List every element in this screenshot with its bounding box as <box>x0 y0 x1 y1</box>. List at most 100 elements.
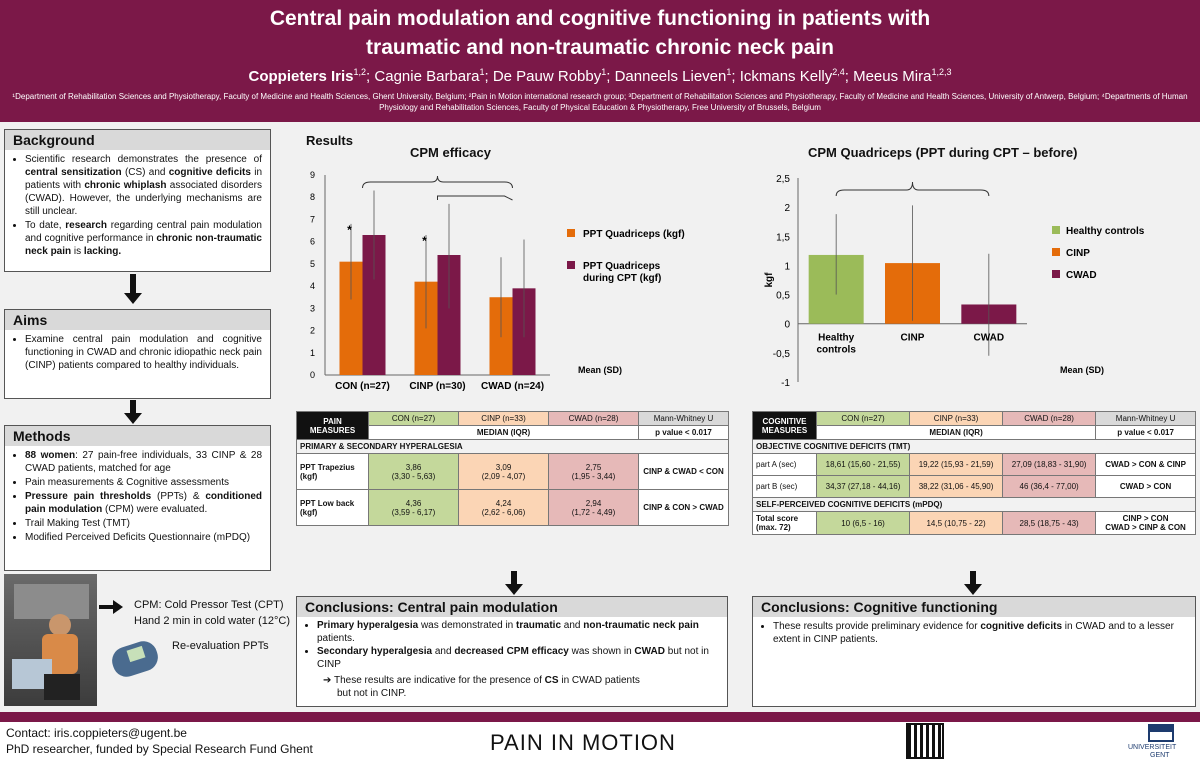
poster-footer: Contact: iris.coppieters@ugent.be PhD re… <box>0 722 1200 759</box>
bar <box>339 261 363 375</box>
cog-section1-label: OBJECTIVE COGNITIVE DEFICITS (TMT) <box>752 439 1196 454</box>
y-tick-label: 2 <box>310 326 315 336</box>
author-name: Meeus Mira <box>853 68 932 85</box>
conclusion-pain-bullet-1: Primary hyperalgesia was demonstrated in… <box>317 620 719 645</box>
chart1-title: CPM efficacy <box>410 145 491 160</box>
title-line-2: traumatic and non-traumatic chronic neck… <box>366 36 834 59</box>
cold-pressor-photo <box>4 574 97 706</box>
legend-label: PPT Quadriceps (kgf) <box>583 229 685 240</box>
author-separator: ; <box>731 68 740 85</box>
cell-iqr: (2,62 - 6,06) <box>481 507 526 517</box>
cell-cwad: 28,5 (18,75 - 43) <box>1002 511 1097 535</box>
y-tick-label: -1 <box>781 378 790 389</box>
cell-cinp: 4,24 (2,62 - 6,06) <box>458 489 549 526</box>
pain-table-header-label: PAIN MEASURES <box>296 411 369 440</box>
y-tick-label: -0,5 <box>773 349 791 360</box>
mw-line: CWAD > CINP & CON <box>1105 523 1186 532</box>
results-heading: Results <box>306 133 353 148</box>
cpm-arrow-icon <box>99 605 115 609</box>
conclusion-pain-implication: ➔ These results are indicative for the p… <box>297 675 727 700</box>
university-logo-icon <box>1148 724 1174 742</box>
significance-marker: * <box>422 234 427 248</box>
methods-bullet-5: Modified Perceived Deficits Questionnair… <box>25 531 262 544</box>
x-tick-label: controls <box>816 345 856 356</box>
pain-col-cwad: CWAD (n=28) <box>548 411 639 426</box>
x-tick-label: CWAD <box>974 333 1005 344</box>
author-affiliation-sup: 1 <box>479 67 485 77</box>
y-tick-label: 6 <box>310 237 315 247</box>
cell-con: 34,37 (27,18 - 44,16) <box>815 475 911 498</box>
cell-mw: CWAD > CON & CINP <box>1095 453 1196 476</box>
row-label: PPT Low back (kgf) <box>296 489 369 526</box>
author-separator: ; <box>484 68 493 85</box>
cog-table-header-label: COGNITIVE MEASURES <box>752 411 817 440</box>
author-name: De Pauw Robby <box>492 68 602 85</box>
cell-iqr: (3,30 - 5,63) <box>391 471 436 481</box>
legend-swatch <box>1052 270 1060 278</box>
methods-bullet-1: 88 women: 27 pain-free individuals, 33 C… <box>25 449 262 475</box>
cell-value: 3,09 <box>495 462 512 472</box>
author-name: Ickmans Kelly <box>739 68 833 85</box>
down-arrow-icon <box>505 571 523 595</box>
background-heading: Background <box>5 130 270 150</box>
cog-median-label: MEDIAN (IQR) <box>815 425 1097 440</box>
table-row: PPT Low back (kgf) 4,36 (3,59 - 6,17) 4,2… <box>296 489 729 526</box>
cell-cinp: 3,09 (2,09 - 4,07) <box>458 453 549 490</box>
author-affiliation-sup: 1,2 <box>353 67 367 77</box>
legend-swatch <box>567 229 575 237</box>
y-tick-label: 7 <box>310 214 315 224</box>
methods-heading: Methods <box>5 426 270 446</box>
aims-box: Aims Examine central pain modulation and… <box>4 309 271 399</box>
cell-iqr: (1,72 - 4,49) <box>571 507 616 517</box>
cog-col-mw: Mann-Whitney U <box>1095 411 1196 426</box>
cpm-efficacy-chart: 0 1 2 3 4 5 6 7 8 9 * CON (n=27) * CINP (n=30) CWAD (n… <box>310 170 685 392</box>
x-tick-label: Healthy <box>818 333 855 344</box>
chart-note: Mean (SD) <box>578 365 622 375</box>
aims-heading: Aims <box>5 310 270 330</box>
university-city: GENT <box>1150 752 1170 759</box>
cpm-arrowhead-icon <box>113 600 123 614</box>
chart2-title: CPM Quadriceps (PPT during CPT – before) <box>808 145 1078 160</box>
author-separator: ; <box>366 68 375 85</box>
x-tick-label: CON (n=27) <box>335 381 390 392</box>
chart-note: Mean (SD) <box>1060 365 1104 375</box>
y-tick-label: 2,5 <box>776 174 790 185</box>
bar <box>437 255 461 375</box>
pain-section-label: PRIMARY & SECONDARY HYPERALGESIA <box>296 439 729 454</box>
arrow-right-icon: ➔ <box>323 675 334 686</box>
conclusion-pain-bullet-2: Secondary hyperalgesia and decreased CPM… <box>317 646 719 671</box>
conclusion-cog-box: Conclusions: Cognitive functioning These… <box>752 596 1196 707</box>
author-name: Coppieters Iris <box>248 68 354 85</box>
pain-in-motion-logo: PAIN IN MOTION <box>490 730 676 755</box>
comparison-bracket <box>437 195 513 201</box>
university-name: UNIVERSITEIT <box>1128 744 1177 751</box>
qr-code-icon <box>906 723 944 759</box>
legend-label: Healthy controls <box>1066 226 1145 237</box>
x-tick-label: CINP (n=30) <box>409 381 465 392</box>
conclusion-pain-box: Conclusions: Central pain modulation Pri… <box>296 596 728 707</box>
cell-mw: CINP > CON CWAD > CINP & CON <box>1095 511 1196 535</box>
legend-swatch <box>1052 248 1060 256</box>
cell-cwad: 2,75 (1,95 - 3,44) <box>548 453 639 490</box>
author-list: Coppieters Iris1,2; Cagnie Barbara1; De … <box>0 67 1200 85</box>
y-tick-label: 0,5 <box>776 291 790 302</box>
y-tick-label: 1 <box>310 348 315 358</box>
row-label: part A (sec) <box>752 453 817 476</box>
cell-iqr: (1,95 - 3,44) <box>571 471 616 481</box>
pain-col-mw: Mann-Whitney U <box>638 411 729 426</box>
reeval-label: Re-evaluation PPTs <box>172 640 269 652</box>
cell-value: 4,36 <box>405 498 422 508</box>
row-label: PPT Trapezius (kgf) <box>296 453 369 490</box>
legend-label: during CPT (kgf) <box>583 273 661 284</box>
methods-bullet-4: Trail Making Test (TMT) <box>25 517 262 530</box>
y-tick-label: 9 <box>310 170 315 180</box>
row-label: part B (sec) <box>752 475 817 498</box>
author-name: Cagnie Barbara <box>374 68 480 85</box>
cog-col-cinp: CINP (n=33) <box>909 411 1004 426</box>
x-tick-label: CWAD (n=24) <box>481 381 544 392</box>
pain-measures-table: PAIN MEASURES CON (n=27) CINP (n=33) CWA… <box>296 411 729 526</box>
legend-swatch <box>1052 226 1060 234</box>
down-arrow-icon <box>124 274 142 304</box>
title-line-1: Central pain modulation and cognitive fu… <box>269 7 931 30</box>
